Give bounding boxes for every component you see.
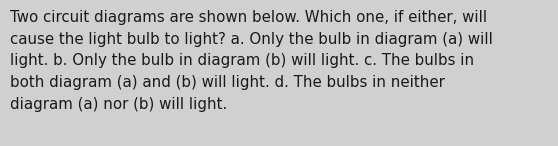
Text: Two circuit diagrams are shown below. Which one, if either, will
cause the light: Two circuit diagrams are shown below. Wh… xyxy=(10,10,493,112)
